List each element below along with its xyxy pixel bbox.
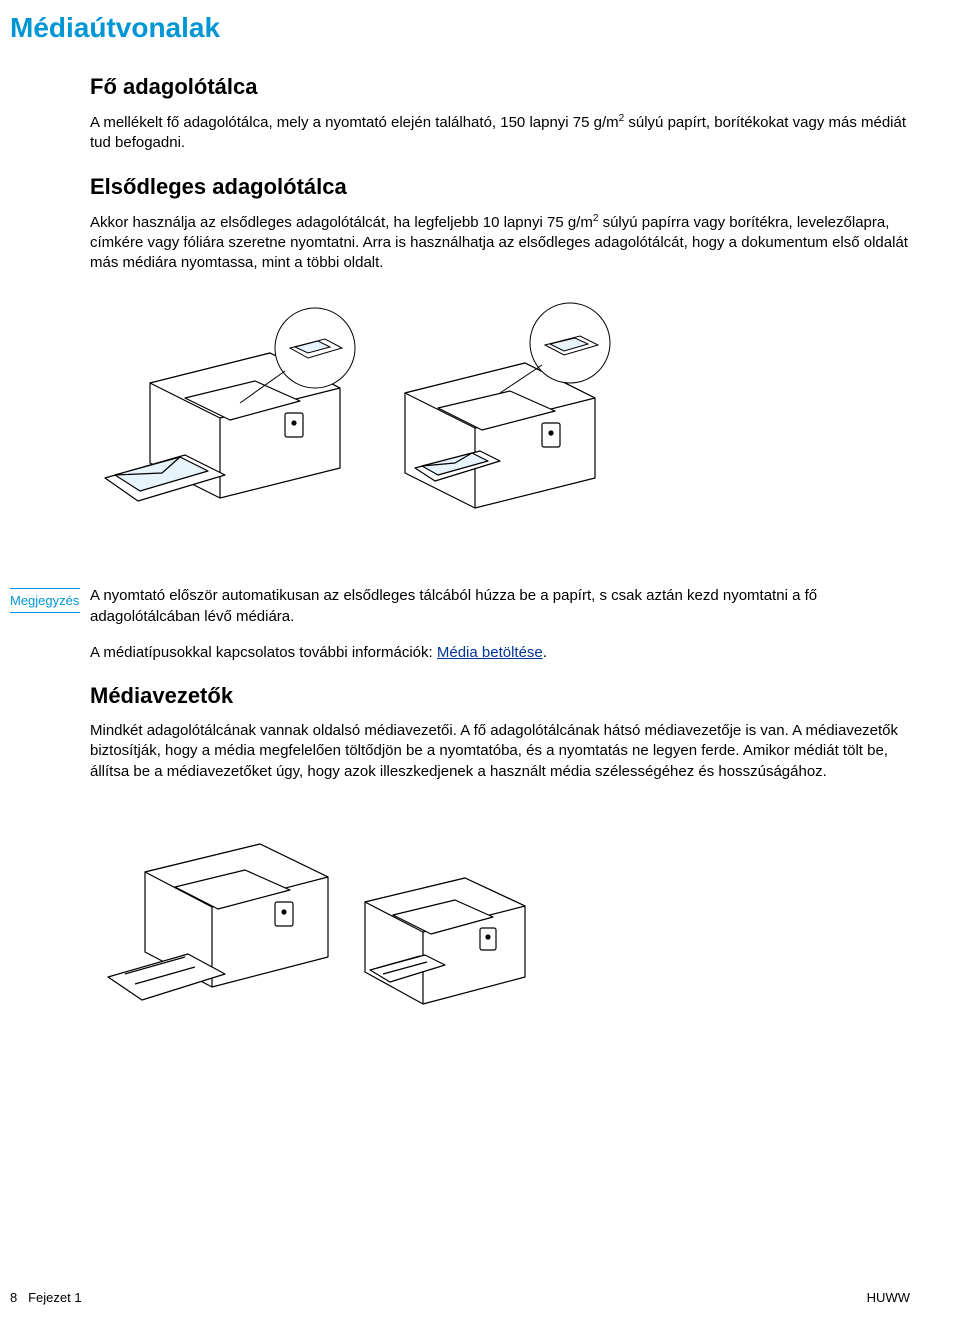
note-para2: A médiatípusokkal kapcsolatos további in… <box>90 643 910 663</box>
footer-chapter: Fejezet 1 <box>28 1290 81 1305</box>
note-para2-post: . <box>543 644 547 661</box>
section3-para: Mindkét adagolótálcának vannak oldalsó m… <box>90 721 910 782</box>
page-title: Médiaútvonalak <box>10 12 910 44</box>
note-para2-pre: A médiatípusokkal kapcsolatos további in… <box>90 644 437 661</box>
section3-heading: Médiavezetők <box>90 683 910 709</box>
figure-2 <box>90 802 910 1037</box>
section2-heading: Elsődleges adagolótálca <box>90 174 910 200</box>
footer-page-num: 8 <box>10 1290 17 1305</box>
footer-right: HUWW <box>867 1290 910 1305</box>
section2-para: Akkor használja az elsődleges adagolótál… <box>90 212 910 274</box>
note-para1: A nyomtató először automatikusan az első… <box>90 586 910 627</box>
section1-para-pre: A mellékelt fő adagolótálca, mely a nyom… <box>90 114 619 131</box>
figure-1 <box>90 293 910 558</box>
note-label: Megjegyzés <box>10 588 80 613</box>
media-load-link[interactable]: Média betöltése <box>437 644 543 661</box>
section1-para: A mellékelt fő adagolótálca, mely a nyom… <box>90 112 910 154</box>
section2-para-pre: Akkor használja az elsődleges adagolótál… <box>90 214 593 231</box>
section1-heading: Fő adagolótálca <box>90 74 910 100</box>
page-footer: 8 Fejezet 1 HUWW <box>10 1290 910 1305</box>
